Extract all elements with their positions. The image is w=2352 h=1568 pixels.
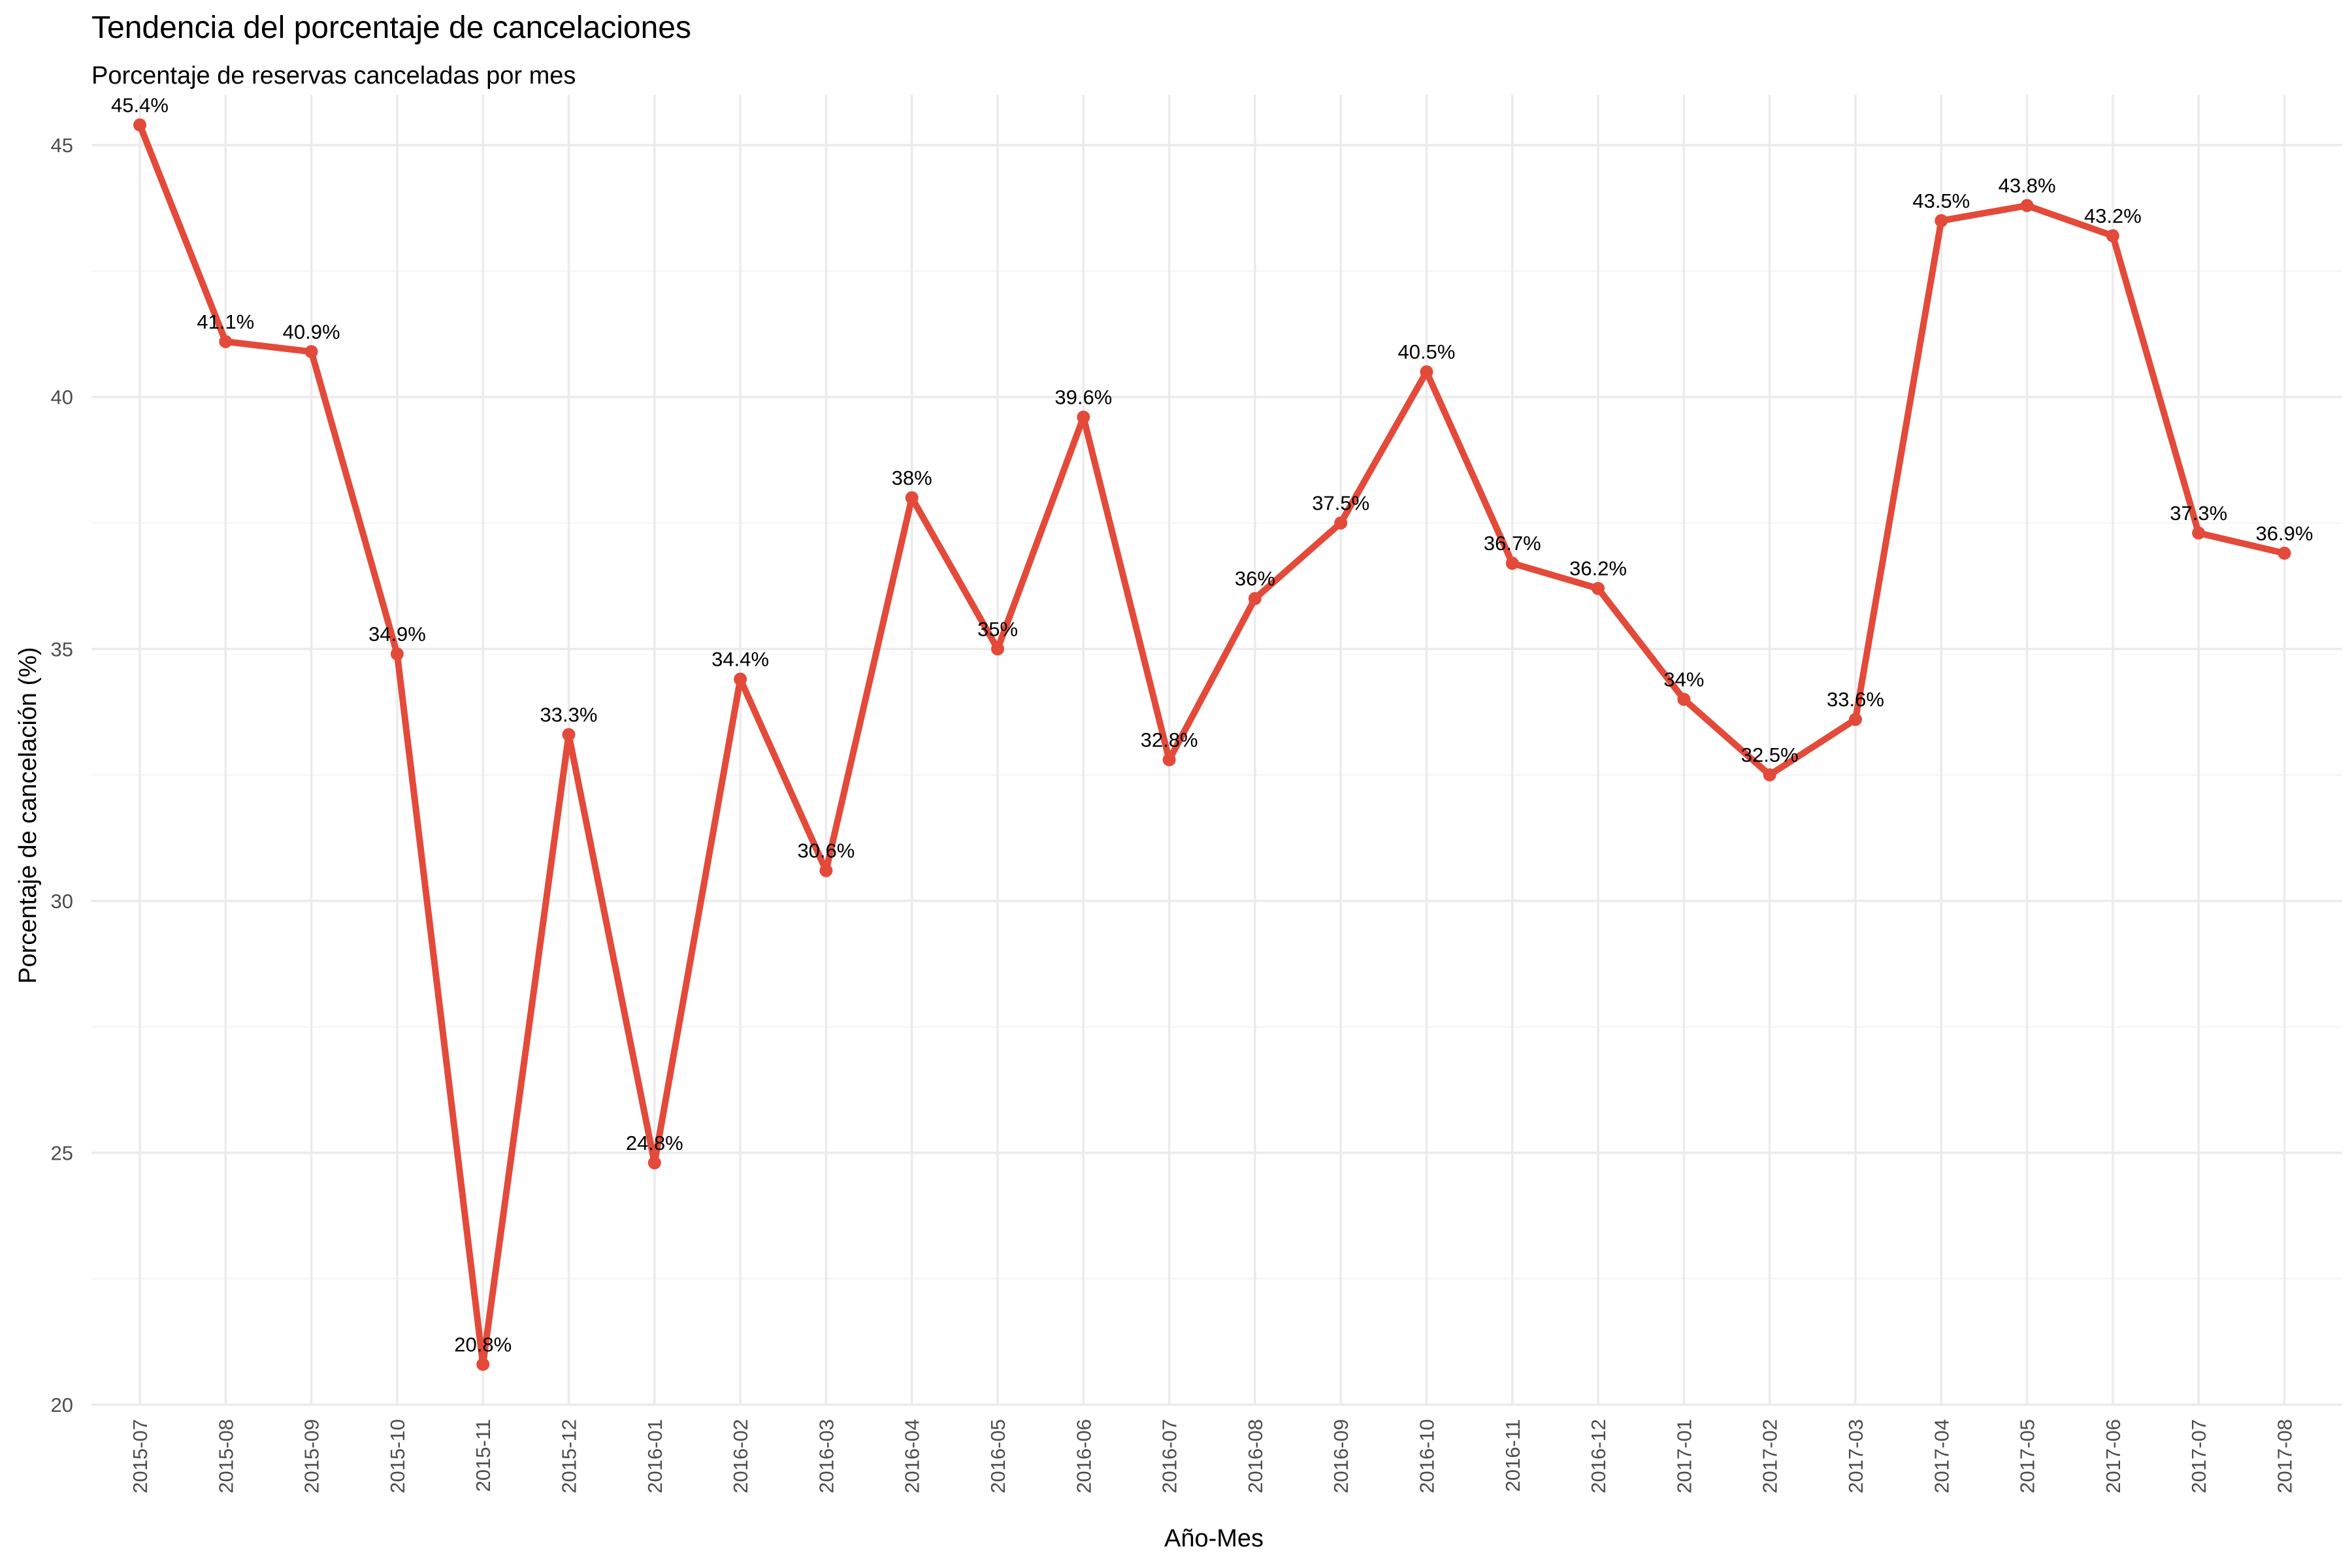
data-point	[390, 647, 404, 661]
data-point	[133, 118, 146, 132]
data-point	[1334, 516, 1348, 530]
y-tick-label: 30	[51, 890, 73, 913]
y-tick-label: 45	[51, 134, 73, 157]
x-tick-label: 2017-03	[1844, 1419, 1867, 1494]
data-label: 43.2%	[2084, 204, 2142, 227]
data-label: 33.3%	[540, 703, 598, 726]
data-label: 40.5%	[1398, 340, 1456, 363]
x-tick-label: 2016-09	[1330, 1419, 1352, 1494]
x-tick-label: 2016-01	[644, 1419, 666, 1494]
x-tick-label: 2017-04	[1930, 1419, 1953, 1494]
y-axis-title: Porcentaje de cancelación (%)	[14, 647, 42, 983]
data-point	[1162, 753, 1176, 766]
data-point	[1849, 713, 1862, 727]
y-tick-label: 25	[51, 1141, 73, 1164]
data-label: 32.8%	[1141, 728, 1198, 751]
x-tick-label: 2016-12	[1587, 1419, 1610, 1494]
x-tick-label: 2017-05	[2016, 1419, 2039, 1494]
y-tick-label: 35	[51, 638, 73, 661]
data-label: 37.3%	[2170, 502, 2227, 525]
x-tick-label: 2016-11	[1501, 1419, 1524, 1492]
data-label: 33.6%	[1827, 688, 1884, 711]
data-point	[219, 335, 233, 348]
data-label: 43.5%	[1912, 189, 1970, 212]
x-tick-label: 2016-07	[1158, 1419, 1181, 1494]
data-label: 24.8%	[626, 1132, 683, 1154]
data-point	[1420, 365, 1433, 379]
data-label: 36.7%	[1484, 532, 1541, 555]
data-point	[1077, 410, 1090, 424]
data-point	[2106, 229, 2119, 242]
data-point	[562, 728, 576, 742]
data-label: 41.1%	[197, 310, 254, 333]
data-label: 36%	[1235, 567, 1275, 590]
data-point	[1677, 693, 1691, 706]
y-tick-label: 20	[51, 1394, 73, 1416]
data-label: 36.9%	[2256, 522, 2313, 545]
series-line	[137, 122, 2288, 1368]
series-line-group: 45.4% 41.1% 40.9% 34.9% 20.8% 33.3% 24.8% 34.4%…	[111, 93, 2313, 1371]
x-tick-label: 2017-02	[1759, 1419, 1782, 1494]
tick-labels: 20 25 30 35 40 45 2015-07 2015-08 2015-09 2015-10…	[51, 134, 2296, 1494]
data-point	[476, 1358, 490, 1371]
data-point	[905, 491, 919, 504]
x-tick-label: 2016-02	[729, 1419, 752, 1494]
x-tick-label: 2016-06	[1072, 1419, 1095, 1494]
x-tick-label: 2015-11	[472, 1419, 495, 1492]
chart-subtitle: Porcentaje de reservas canceladas por me…	[91, 62, 576, 90]
data-label: 39.6%	[1054, 386, 1112, 409]
data-point	[1592, 581, 1605, 595]
data-point	[2278, 546, 2291, 560]
x-tick-label: 2015-07	[129, 1419, 152, 1494]
data-label: 32.5%	[1741, 743, 1799, 766]
x-tick-label: 2016-05	[987, 1419, 1009, 1494]
data-label: 35%	[977, 617, 1018, 640]
x-tick-label: 2017-01	[1673, 1419, 1695, 1494]
data-label: 37.5%	[1312, 491, 1369, 514]
data-label: 20.8%	[454, 1333, 512, 1356]
data-point	[2020, 199, 2034, 212]
data-label: 36.2%	[1569, 557, 1627, 580]
x-tick-label: 2015-08	[214, 1419, 237, 1494]
data-point	[304, 345, 318, 359]
data-label: 34.4%	[711, 648, 769, 671]
x-tick-label: 2016-08	[1244, 1419, 1267, 1494]
x-tick-label: 2015-10	[386, 1419, 409, 1494]
data-point	[1935, 214, 1948, 227]
x-axis-title: Año-Mes	[1164, 1525, 1264, 1552]
data-label: 34%	[1663, 668, 1704, 691]
data-point	[734, 672, 747, 686]
data-point	[2192, 526, 2206, 540]
x-tick-label: 2015-12	[558, 1419, 581, 1494]
data-point	[647, 1156, 661, 1169]
grid-lines	[91, 95, 2342, 1406]
x-tick-label: 2016-10	[1416, 1419, 1439, 1494]
data-point	[1505, 557, 1519, 570]
data-point	[991, 642, 1004, 656]
chart-title: Tendencia del porcentaje de cancelacione…	[91, 10, 691, 45]
x-tick-label: 2015-09	[301, 1419, 323, 1494]
data-label: 38%	[892, 466, 932, 489]
data-label: 45.4%	[111, 93, 169, 116]
data-point	[1763, 768, 1776, 782]
data-point	[819, 864, 833, 877]
x-tick-label: 2017-08	[2274, 1419, 2296, 1494]
data-point	[1248, 592, 1262, 606]
x-tick-label: 2017-06	[2102, 1419, 2125, 1494]
x-tick-label: 2016-04	[901, 1419, 924, 1494]
y-tick-label: 40	[51, 386, 73, 409]
data-label: 43.8%	[1999, 174, 2056, 197]
data-label: 30.6%	[797, 840, 855, 862]
data-label: 34.9%	[368, 623, 426, 645]
data-label: 40.9%	[283, 320, 340, 343]
x-tick-label: 2017-07	[2187, 1419, 2210, 1494]
x-tick-label: 2016-03	[815, 1419, 838, 1494]
